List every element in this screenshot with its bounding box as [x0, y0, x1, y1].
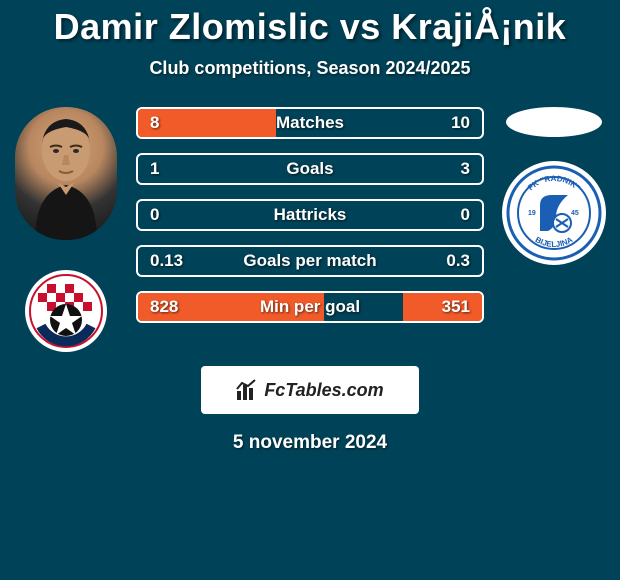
player-photo	[15, 107, 117, 240]
club-badge-right: FK "RADNIK" BIJELJINA 19 45	[502, 161, 606, 265]
date-text: 5 november 2024	[0, 432, 620, 454]
left-column	[6, 107, 126, 352]
stats-column: 8Matches101Goals30Hattricks00.13Goals pe…	[126, 107, 494, 352]
svg-text:19: 19	[528, 210, 536, 217]
stat-row: 0Hattricks0	[136, 199, 484, 231]
club-badge-left	[25, 270, 107, 352]
chart-bars-icon	[236, 379, 258, 401]
stat-label: Goals per match	[198, 251, 422, 271]
stat-row: 0.13Goals per match0.3	[136, 245, 484, 277]
stat-value-right: 351	[422, 297, 482, 317]
fctables-badge[interactable]: FcTables.com	[201, 366, 419, 414]
stat-value-right: 3	[422, 159, 482, 179]
page-subtitle: Club competitions, Season 2024/2025	[0, 58, 620, 79]
stat-value-left: 0	[138, 205, 198, 225]
opponent-marker	[506, 107, 602, 137]
stat-label: Goals	[198, 159, 422, 179]
stat-value-left: 828	[138, 297, 198, 317]
stat-row: 828Min per goal351	[136, 291, 484, 323]
svg-text:45: 45	[571, 210, 579, 217]
stat-label: Min per goal	[198, 297, 422, 317]
brand-text: FcTables.com	[264, 380, 383, 401]
right-column: FK "RADNIK" BIJELJINA 19 45	[494, 107, 614, 352]
stat-row: 1Goals3	[136, 153, 484, 185]
page-title: Damir Zlomislic vs KrajiÅ¡nik	[0, 0, 620, 48]
stat-value-right: 0.3	[422, 251, 482, 271]
stat-label: Matches	[198, 113, 422, 133]
stat-value-left: 0.13	[138, 251, 198, 271]
stat-value-right: 0	[422, 205, 482, 225]
stat-value-left: 1	[138, 159, 198, 179]
stat-row: 8Matches10	[136, 107, 484, 139]
content-area: 8Matches101Goals30Hattricks00.13Goals pe…	[0, 107, 620, 352]
stat-label: Hattricks	[198, 205, 422, 225]
stat-value-left: 8	[138, 113, 198, 133]
stat-value-right: 10	[422, 113, 482, 133]
